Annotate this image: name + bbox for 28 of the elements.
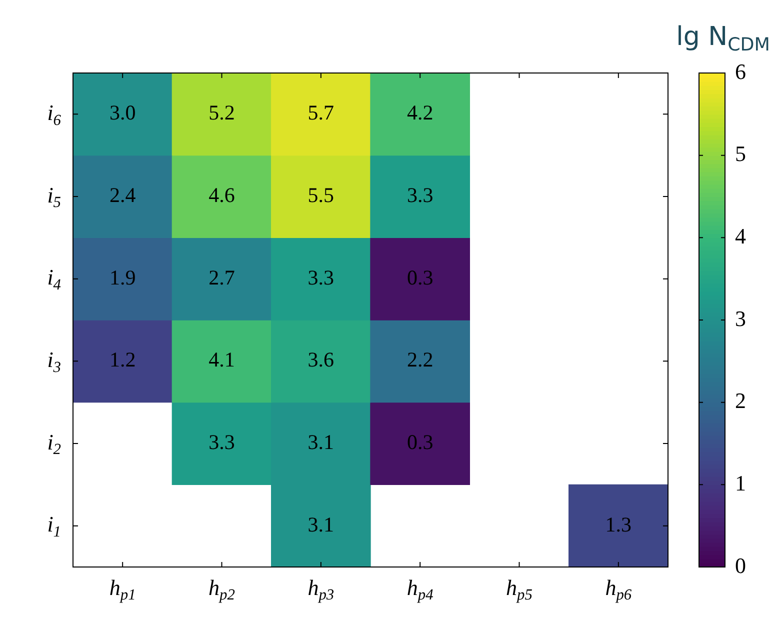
data-label: 3.1 [308, 430, 334, 454]
data-label: 3.0 [109, 100, 136, 125]
data-label: 1.9 [109, 265, 136, 290]
data-label: 4.6 [208, 183, 235, 208]
data-label: 5.7 [308, 100, 334, 125]
color-bar-label: 6 [735, 58, 746, 84]
color-bar-label: 3 [735, 306, 746, 331]
data-label: 5.2 [208, 100, 235, 125]
color-bar-label: 4 [735, 223, 746, 248]
data-label: 3.6 [308, 348, 334, 372]
color-bar-label: 5 [735, 141, 746, 166]
data-label: 1.3 [605, 512, 632, 536]
data-label: 2.7 [208, 265, 235, 290]
data-label: 2.4 [109, 183, 136, 208]
data-label: 2.2 [406, 348, 434, 372]
data-label: 3.3 [308, 265, 334, 290]
data-label: 3.3 [406, 183, 434, 208]
data-label: 0.3 [406, 265, 434, 290]
color-bar-label: 1 [735, 470, 746, 496]
data-label: 1.2 [109, 348, 136, 372]
data-label: 3.3 [208, 430, 235, 454]
color-bar-label: 2 [735, 388, 746, 414]
data-label: 4.1 [208, 348, 235, 372]
data-label: 0.3 [406, 430, 434, 454]
data-label: 5.5 [308, 183, 334, 208]
color-bar-label: 0 [735, 552, 746, 578]
data-label: 4.2 [406, 100, 434, 125]
data-label: 3.1 [308, 512, 334, 536]
